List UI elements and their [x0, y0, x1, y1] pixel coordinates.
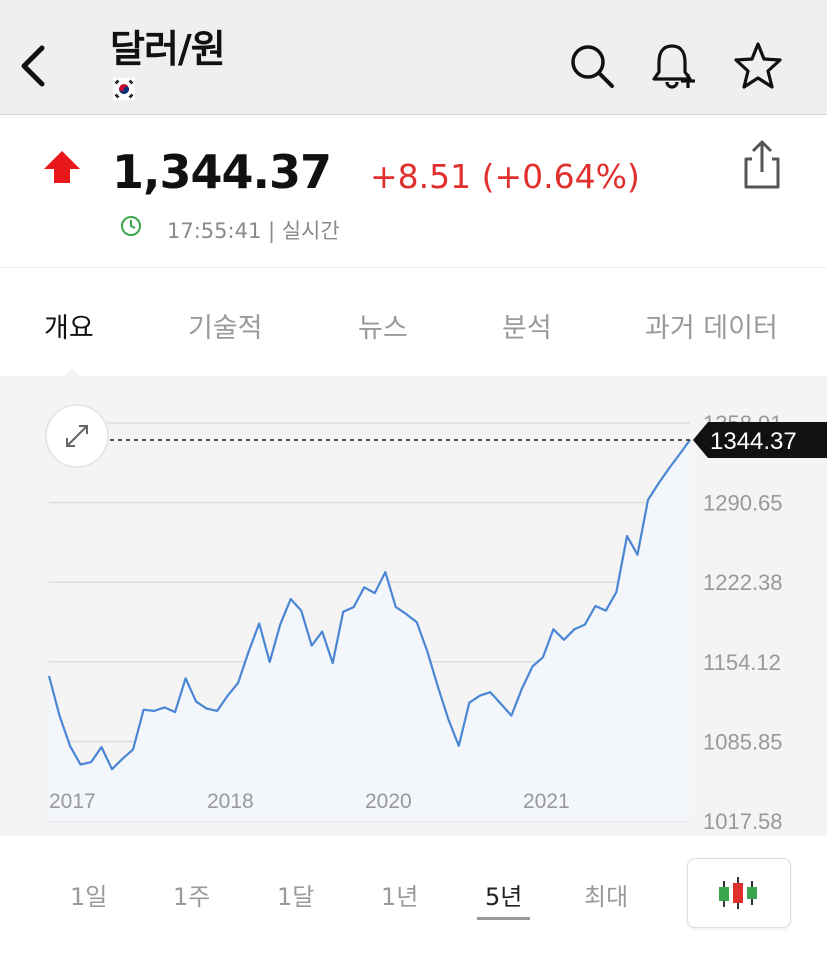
app-header: 달러/원 [0, 0, 827, 115]
share-button[interactable] [736, 137, 788, 193]
x-tick-label: 2017 [49, 790, 96, 813]
search-icon [571, 45, 614, 88]
x-tick-label: 2018 [207, 790, 254, 813]
tab-overview[interactable]: 개요 [44, 313, 94, 344]
tab-analysis[interactable]: 분석 [502, 313, 552, 344]
y-tick-label: 1154.12 [703, 650, 781, 675]
candlestick-icon [719, 877, 757, 909]
current-price: 1,344.37 [112, 145, 332, 199]
price-area [49, 440, 690, 821]
x-tick-label: 2021 [523, 790, 570, 813]
y-tick-label: 1290.65 [703, 491, 783, 516]
alert-button[interactable] [648, 40, 698, 90]
y-tick-label: 1017.58 [703, 809, 783, 834]
chevron-left-icon [21, 45, 45, 87]
up-arrow-icon [44, 151, 80, 183]
price-change: +8.51 (+0.64%) [370, 157, 640, 196]
range-selector: 1일 1주 1달 1년 5년 최대 [0, 855, 827, 935]
tab-historical-data[interactable]: 과거 데이터 [645, 313, 778, 344]
price-chart: 1358.911290.651222.381154.121085.851017.… [0, 376, 827, 836]
y-tick-label: 1085.85 [703, 729, 783, 754]
share-icon [744, 140, 780, 189]
search-button[interactable] [566, 40, 616, 90]
quote-panel: 1,344.37 +8.51 (+0.64%) 17:55:41 | 실시간 [0, 115, 827, 268]
last-value-tag: 1344.37 [693, 421, 827, 458]
bell-plus-icon [652, 44, 695, 89]
korea-flag-icon [113, 78, 135, 100]
range-max[interactable]: 최대 [584, 883, 629, 911]
last-value-label: 1344.37 [710, 428, 797, 455]
range-1y[interactable]: 1년 [381, 883, 419, 911]
range-1w[interactable]: 1주 [173, 883, 211, 911]
range-1m[interactable]: 1달 [277, 883, 315, 911]
y-tick-label: 1222.38 [703, 570, 783, 595]
expand-icon [66, 425, 88, 447]
tab-technical[interactable]: 기술적 [188, 313, 263, 344]
expand-chart-button[interactable] [45, 404, 109, 468]
range-1d[interactable]: 1일 [70, 883, 108, 911]
section-tabs: 개요 기술적 뉴스 분석 과거 데이터 [0, 268, 827, 378]
page-title: 달러/원 [110, 27, 226, 71]
price-line [47, 439, 691, 771]
price-chart-svg: 1358.911290.651222.381154.121085.851017.… [0, 376, 827, 836]
x-tick-label: 2020 [365, 790, 412, 813]
active-tab-indicator [62, 368, 82, 378]
tab-news[interactable]: 뉴스 [358, 313, 408, 344]
range-5y[interactable]: 5년 [485, 883, 523, 911]
update-time: 17:55:41 | 실시간 [167, 219, 340, 243]
star-icon [734, 42, 782, 89]
back-button[interactable] [14, 40, 54, 92]
chart-type-button[interactable] [687, 858, 791, 928]
favorite-button[interactable] [731, 40, 782, 90]
active-range-indicator [477, 917, 530, 920]
clock-icon [121, 216, 141, 236]
